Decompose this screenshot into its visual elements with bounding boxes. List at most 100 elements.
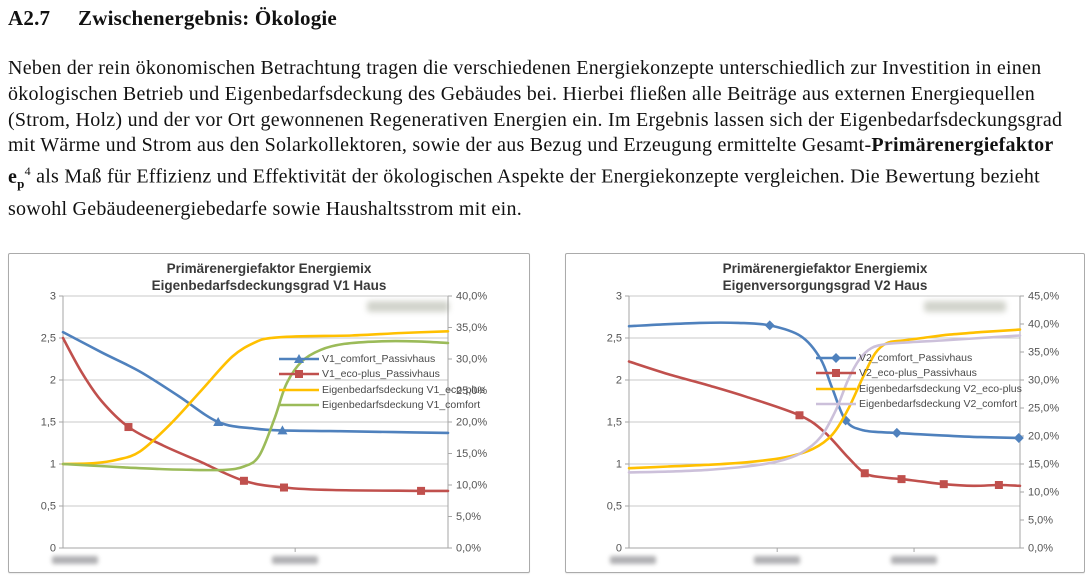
series-line-Eigenbedarfsdeckung V2_comfort [627,334,1022,474]
chart-legend: V1_comfort_Passivhaus V1_eco-plus_Passivh… [279,351,485,413]
series-line-Eigenbedarfsdeckung V2_eco-plus [627,328,1022,470]
chart-title: Primärenergiefaktor Energiemix Eigenverso… [718,260,932,294]
legend-item: V1_comfort_Passivhaus [279,351,485,367]
section-title: Zwischenergebnis: Ökologie [78,6,337,30]
chart-canvas: 3 2,5 2 1,5 1 0,5 0 45,0% 40,0% 35,0% 30,0% 25,0% 20… [607,291,1060,555]
series-marker-V2_eco-plus_Passivhaus [795,411,804,420]
series-marker-V1_eco-plus_Passivhaus [279,483,288,492]
x-axis-label-redacted [51,556,98,564]
legend-item: V2_comfort_Passivhaus [816,350,1022,366]
right-axis-tick-label: 25,0% [1028,403,1059,415]
right-axis-tick-label: 15,0% [1028,459,1059,471]
legend-key-icon [279,404,319,407]
series-marker-V1_eco-plus_Passivhaus [239,476,248,485]
right-axis-tick-label: 40,0% [1028,319,1059,331]
chart-title: Primärenergiefaktor Energiemix Eigenbedar… [147,260,391,294]
right-axis-tick-label: 20,0% [1028,431,1059,443]
section-heading: A2.7 Zwischenergebnis: Ökologie [8,6,337,31]
left-axis-tick-label: 3 [50,291,56,303]
chart-v1-haus: 3 2,5 2 1,5 1 0,5 0 40,0% 35,0% 30,0% 25,0% 20,0% 15… [8,253,530,573]
right-axis-tick-label: 5,0% [456,511,481,523]
paragraph-text-end: als Maß für Effizienz und Effektivität d… [8,165,1040,220]
series-marker-V2_eco-plus_Passivhaus [860,469,869,478]
legend-key-icon [816,387,856,390]
legend-label: Eigenbedarfsdeckung V2_eco-plus [859,382,1022,395]
footnote-marker: 4 [24,164,31,179]
body-paragraph: Neben der rein ökonomischen Betrachtung … [8,56,1080,222]
series-marker-V1_eco-plus_Passivhaus [417,486,426,495]
left-axis-tick-label: 0 [50,543,56,555]
legend-label: V1_comfort_Passivhaus [322,352,436,365]
right-axis-tick-label: 35,0% [456,322,487,334]
left-axis-tick-label: 0,5 [607,501,622,513]
chart-title-line1: Primärenergiefaktor Energiemix [722,261,928,276]
chart-title-line2: Eigenbedarfsdeckungsgrad V1 Haus [151,278,387,293]
paragraph-text-start: Neben der rein ökonomischen Betrachtung … [8,57,1063,157]
left-axis-tick-label: 1 [50,459,56,471]
left-axis-tick-label: 1 [616,459,622,471]
watermark-redacted [367,301,449,312]
series-marker-V1_eco-plus_Passivhaus [124,423,133,432]
series-marker-V1_comfort_Passivhaus [213,417,224,426]
chart-title-line1: Primärenergiefaktor Energiemix [166,261,372,276]
chart-legend: V2_comfort_Passivhaus V2_eco-plus_Passivh… [816,350,1022,412]
right-axis-tick-label: 45,0% [1028,291,1059,303]
right-axis-tick-label: 30,0% [456,354,487,366]
left-axis-tick-label: 2 [50,375,56,387]
bold-term-subscript: p [17,175,25,191]
bold-term: Primärenergiefaktor ep [8,134,1054,191]
right-axis-tick-label: 20,0% [456,417,487,429]
left-axis-tick-label: 1,5 [41,417,56,429]
left-axis-tick-label: 0 [616,543,622,555]
series-marker-V2_comfort_Passivhaus [764,320,775,331]
legend-item: Eigenbedarfsdeckung V2_comfort [816,397,1022,413]
legend-label: Eigenbedarfsdeckung V1_eco-plus [322,383,485,396]
legend-item: V2_eco-plus_Passivhaus [816,366,1022,382]
series-marker-V2_comfort_Passivhaus [891,427,902,438]
right-axis-tick-label: 10,0% [456,480,487,492]
charts-row: 3 2,5 2 1,5 1 0,5 0 40,0% 35,0% 30,0% 25,0% 20,0% 15… [8,253,1085,573]
series-marker-V2_eco-plus_Passivhaus [939,480,948,489]
series-marker-V2_comfort_Passivhaus [1013,432,1024,443]
right-axis-tick-label: 35,0% [1028,347,1059,359]
x-axis-label-redacted [609,556,656,564]
chart-v2-haus: 3 2,5 2 1,5 1 0,5 0 45,0% 40,0% 35,0% 30,0% 25,0% 20… [565,253,1085,573]
legend-key-icon [279,370,319,379]
left-axis-tick-label: 2 [616,375,622,387]
series-line-Eigenbedarfsdeckung V1_eco-plus [61,330,450,466]
right-axis-tick-label: 25,0% [456,385,487,397]
series-marker-V1_comfort_Passivhaus [277,425,288,435]
legend-key-icon [816,403,856,406]
x-axis-label-redacted [272,556,319,564]
left-axis-tick-label: 3 [616,291,622,303]
watermark-redacted [924,301,1006,312]
left-axis-tick-label: 0,5 [41,501,56,513]
chart-canvas: 3 2,5 2 1,5 1 0,5 0 40,0% 35,0% 30,0% 25,0% 20,0% 15… [41,291,488,555]
series-line-V1_comfort_Passivhaus [61,330,450,435]
series-marker-V2_eco-plus_Passivhaus [994,481,1003,489]
right-axis-tick-label: 0,0% [456,543,481,555]
legend-label: Eigenbedarfsdeckung V1_comfort [322,399,481,412]
legend-label: V1_eco-plus_Passivhaus [322,368,440,381]
left-axis-tick-label: 2,5 [41,333,56,345]
right-axis-tick-label: 5,0% [1028,515,1053,527]
legend-label: Eigenbedarfsdeckung V2_comfort [859,398,1018,411]
legend-key-icon [816,369,856,378]
legend-item: V1_eco-plus_Passivhaus [279,367,485,383]
legend-label: V2_comfort_Passivhaus [859,351,973,364]
right-axis-tick-label: 0,0% [1028,543,1053,555]
series-line-V1_eco-plus_Passivhaus [61,336,450,493]
legend-key-icon [816,352,856,363]
legend-label: V2_eco-plus_Passivhaus [859,367,977,380]
x-axis-label-redacted [891,556,938,564]
legend-item: Eigenbedarfsdeckung V2_eco-plus [816,381,1022,397]
left-axis-tick-label: 2,5 [607,333,622,345]
right-axis-tick-label: 10,0% [1028,487,1059,499]
legend-key-icon [279,388,319,391]
section-number: A2.7 [8,6,51,30]
series-marker-V2_eco-plus_Passivhaus [897,475,906,484]
right-axis-tick-label: 40,0% [456,291,487,303]
chart-title-line2: Eigenversorgungsgrad V2 Haus [722,278,928,293]
legend-item: Eigenbedarfsdeckung V1_comfort [279,398,485,414]
right-axis-tick-label: 30,0% [1028,375,1059,387]
